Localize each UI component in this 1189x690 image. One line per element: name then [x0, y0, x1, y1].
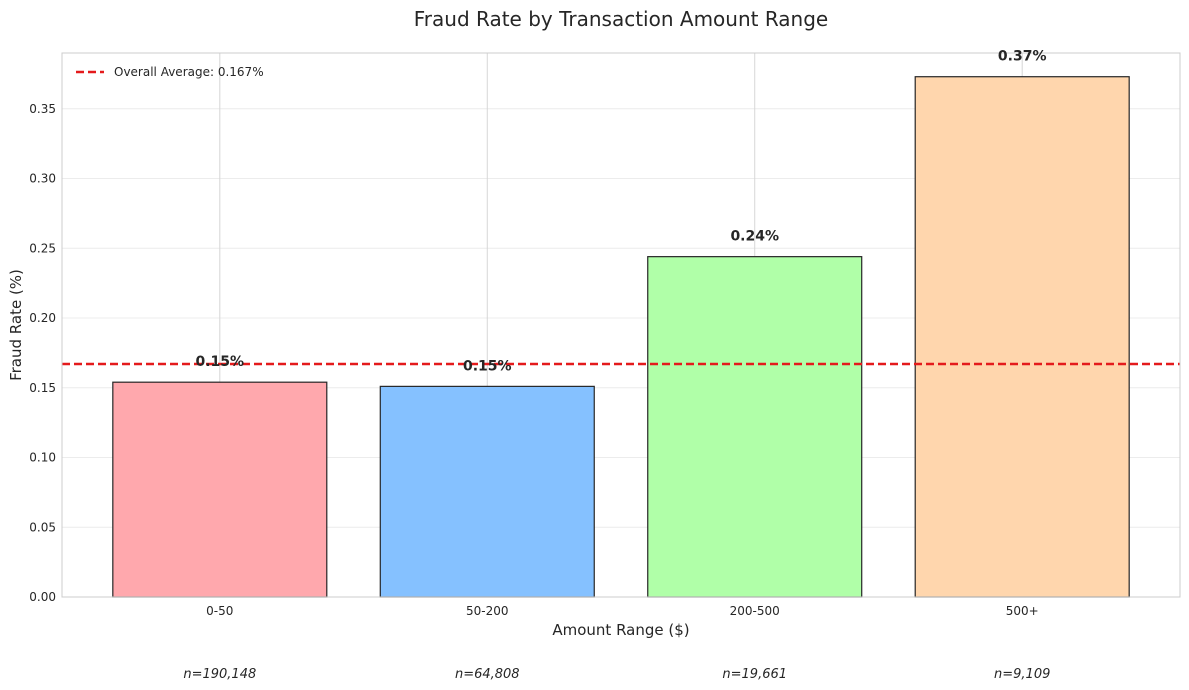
- y-tick-label: 0.05: [29, 520, 56, 534]
- y-tick-label: 0.15: [29, 381, 56, 395]
- sample-count-labels: n=190,148 n=64,808 n=19,661 n=9,109: [183, 667, 1050, 682]
- chart-title: Fraud Rate by Transaction Amount Range: [414, 7, 828, 31]
- x-tick-label: 500+: [1006, 604, 1039, 618]
- x-tick-label: 0-50: [206, 604, 233, 618]
- legend: Overall Average: 0.167%: [76, 65, 264, 79]
- y-tick-label: 0.20: [29, 311, 56, 325]
- y-tick-label: 0.35: [29, 102, 56, 116]
- x-axis-label: Amount Range ($): [552, 621, 689, 639]
- bar-value-labels: 0.15% 0.15% 0.24% 0.37%: [196, 49, 1047, 375]
- y-tick-label: 0.25: [29, 241, 56, 255]
- sample-count-label: n=19,661: [722, 667, 787, 682]
- bar-0-50: [112, 381, 328, 598]
- bar-value-label: 0.15%: [196, 354, 245, 370]
- sample-count-label: n=190,148: [183, 667, 256, 682]
- bar-value-label: 0.37%: [998, 49, 1047, 65]
- x-tick-label: 200-500: [730, 604, 780, 618]
- bar-value-label: 0.15%: [463, 358, 512, 374]
- x-tick-label: 50-200: [466, 604, 509, 618]
- y-tick-label: 0.00: [29, 590, 56, 604]
- bar-200-500: [647, 256, 863, 598]
- bar-500+: [914, 76, 1130, 598]
- bars: [112, 76, 1130, 598]
- bar-50-200: [379, 385, 595, 598]
- y-tick-label: 0.10: [29, 451, 56, 465]
- bar-value-label: 0.24%: [730, 229, 779, 245]
- sample-count-label: n=9,109: [994, 667, 1050, 682]
- y-axis-label: Fraud Rate (%): [7, 269, 25, 381]
- y-axis-ticks: 0.00 0.05 0.10 0.15 0.20 0.25 0.30 0.35: [29, 102, 56, 604]
- y-tick-label: 0.30: [29, 172, 56, 186]
- x-axis-ticks: 0-50 50-200 200-500 500+: [206, 604, 1038, 618]
- legend-entry-overall-average: Overall Average: 0.167%: [114, 65, 264, 79]
- plot-frame: [61, 52, 1181, 598]
- sample-count-label: n=64,808: [455, 667, 520, 682]
